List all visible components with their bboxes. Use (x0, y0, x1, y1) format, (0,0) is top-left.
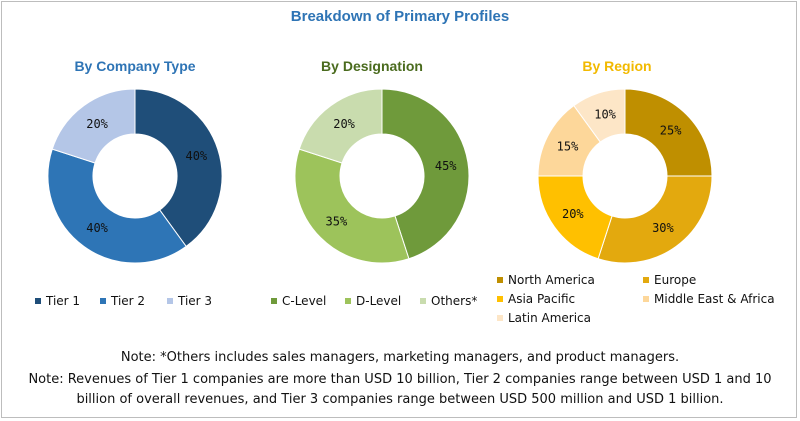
donut-chart-designation: 45% 35% 20% (294, 88, 470, 264)
slice-d-level (294, 148, 410, 264)
legend-swatch (35, 297, 41, 304)
legend-asia-pacific: Asia Pacific (497, 292, 575, 306)
slice-europe (597, 175, 713, 264)
legend-latin-america: Latin America (497, 311, 591, 325)
chart-title-designation: By Designation (321, 58, 423, 74)
legend-swatch (100, 297, 106, 304)
chart-title-region: By Region (582, 58, 652, 74)
legend-tier-3: Tier 3 (167, 294, 212, 308)
slice-label-others: 20% (333, 117, 355, 131)
note-tiers-line-1: Note: Revenues of Tier 1 companies are m… (28, 372, 772, 387)
legend-north-america: North America (497, 273, 595, 287)
slice-label-c-level: 45% (435, 159, 457, 173)
slice-label-tier-3: 20% (86, 117, 108, 131)
legend-tier-2: Tier 2 (100, 294, 145, 308)
legend-swatch (497, 295, 503, 302)
slice-label-middle-east-africa: 15% (557, 140, 579, 154)
chart-title-company-type: By Company Type (74, 58, 196, 74)
slice-label-north-america: 25% (660, 123, 682, 137)
legend-swatch (345, 297, 351, 304)
slice-label-europe: 30% (652, 221, 674, 235)
legend-d-level: D-Level (345, 294, 401, 308)
slice-tier-2 (47, 148, 187, 264)
legend-swatch (420, 297, 426, 304)
legend-c-level: C-Level (271, 294, 326, 308)
slice-c-level (381, 88, 470, 260)
slice-label-latin-america: 10% (594, 108, 616, 122)
legend-swatch (643, 295, 649, 302)
slice-label-tier-1: 40% (185, 149, 207, 163)
note-others: Note: *Others includes sales managers, m… (120, 350, 680, 365)
legend-swatch (497, 314, 503, 321)
figure-title: Breakdown of Primary Profiles (290, 8, 510, 25)
legend-middle-east-africa: Middle East & Africa (643, 292, 775, 306)
slice-tier-1 (134, 88, 223, 248)
legend-swatch (643, 276, 649, 283)
slice-label-d-level: 35% (326, 215, 348, 229)
legend-swatch (497, 276, 503, 283)
slice-label-tier-2: 40% (86, 221, 108, 235)
slice-asia-pacific (537, 175, 613, 260)
slice-tier-3 (51, 88, 136, 164)
legend-swatch (167, 297, 173, 304)
legend-swatch (271, 297, 277, 304)
slice-north-america (624, 88, 713, 177)
note-tiers-line-2: billion of overall revenues, and Tier 3 … (76, 392, 724, 407)
slice-latin-america (573, 88, 626, 143)
legend-tier-1: Tier 1 (35, 294, 80, 308)
slice-label-asia-pacific: 20% (562, 207, 584, 221)
legend-others: Others* (420, 294, 477, 308)
donut-chart-region: 25% 30% 20% 15% 10% (537, 88, 713, 264)
legend-europe: Europe (643, 273, 696, 287)
slice-others (298, 88, 383, 164)
donut-chart-company-type: 40% 40% 20% (47, 88, 223, 264)
